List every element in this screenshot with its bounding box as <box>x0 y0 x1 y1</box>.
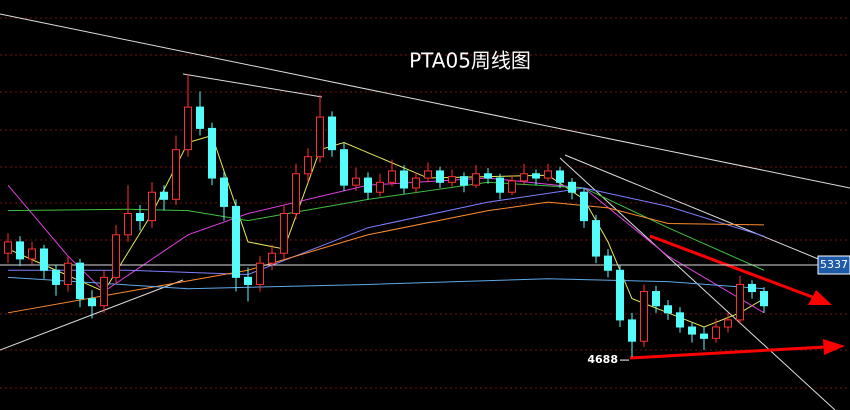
candle-body <box>292 173 300 215</box>
chart-title: PTA05周线图 <box>409 49 531 73</box>
candle-body <box>496 177 504 193</box>
candle-body <box>184 106 192 151</box>
candle-body <box>652 291 660 307</box>
candle-body <box>268 252 276 264</box>
candle-body <box>112 234 120 278</box>
candle-body <box>304 156 312 175</box>
candle-body <box>520 173 528 182</box>
candle-body <box>148 191 156 222</box>
candle-body <box>544 170 552 179</box>
candle-body <box>508 180 516 193</box>
candle-body <box>220 177 228 207</box>
candle-body <box>724 319 732 328</box>
candle-body <box>604 255 612 271</box>
candle-body <box>568 181 576 193</box>
candle-body <box>232 205 240 278</box>
candle-body <box>628 319 636 342</box>
candle-body <box>760 291 768 307</box>
candle-body <box>388 170 396 183</box>
candle-body <box>664 305 672 314</box>
arrow <box>649 234 816 300</box>
candle-body <box>124 213 132 236</box>
candle-body <box>244 276 252 285</box>
candle-body <box>76 262 84 300</box>
candle-body <box>436 170 444 183</box>
candle-body <box>196 106 204 129</box>
arrows <box>629 234 845 360</box>
trend-line <box>564 154 850 273</box>
candle-body <box>484 173 492 179</box>
candle-body <box>736 283 744 321</box>
candle-body <box>376 181 384 193</box>
candle-body <box>64 262 72 285</box>
candle-body <box>40 248 48 271</box>
candle-body <box>136 213 144 222</box>
candle-body <box>688 326 696 335</box>
trend-line <box>0 13 850 189</box>
candle-body <box>52 269 60 285</box>
candle-body <box>100 276 108 307</box>
arrow-head <box>823 339 845 355</box>
moving-average <box>7 181 765 271</box>
candle-body <box>316 116 324 158</box>
candle-body <box>676 312 684 328</box>
candle-body <box>424 170 432 179</box>
candle-body <box>712 326 720 339</box>
candle-body <box>472 173 480 186</box>
candle-body <box>208 127 216 179</box>
candle-body <box>640 291 648 342</box>
candle-body <box>556 170 564 183</box>
candle-body <box>16 241 24 260</box>
candle-body <box>700 333 708 339</box>
candle-body <box>364 177 372 193</box>
arrow-head <box>808 290 832 305</box>
arrow <box>629 345 826 360</box>
candle-body <box>340 149 348 186</box>
moving-average <box>7 177 765 314</box>
grid <box>0 17 850 389</box>
candle-body <box>580 191 588 222</box>
candle-body <box>616 269 624 321</box>
candle-body <box>28 248 36 260</box>
price-box <box>817 255 850 275</box>
price-label: 5337 <box>820 258 848 271</box>
candle-body <box>352 177 360 186</box>
candle-body <box>4 241 12 254</box>
trend-line <box>182 73 323 98</box>
low-label: 4688 <box>587 353 618 366</box>
candle-body <box>160 191 168 200</box>
moving-average <box>7 201 765 314</box>
candle-body <box>256 262 264 285</box>
candle-body <box>748 283 756 293</box>
candle-body <box>172 149 180 200</box>
candle-body <box>448 176 456 183</box>
candle-body <box>412 177 420 189</box>
moving-average <box>8 187 765 276</box>
moving-average <box>7 276 765 290</box>
candle-body <box>532 173 540 179</box>
candle-body <box>88 298 96 307</box>
candle-body <box>460 176 468 186</box>
candle-body <box>280 213 288 254</box>
candle-body <box>328 116 336 151</box>
candle-body <box>592 220 600 257</box>
candle-body <box>400 170 408 189</box>
